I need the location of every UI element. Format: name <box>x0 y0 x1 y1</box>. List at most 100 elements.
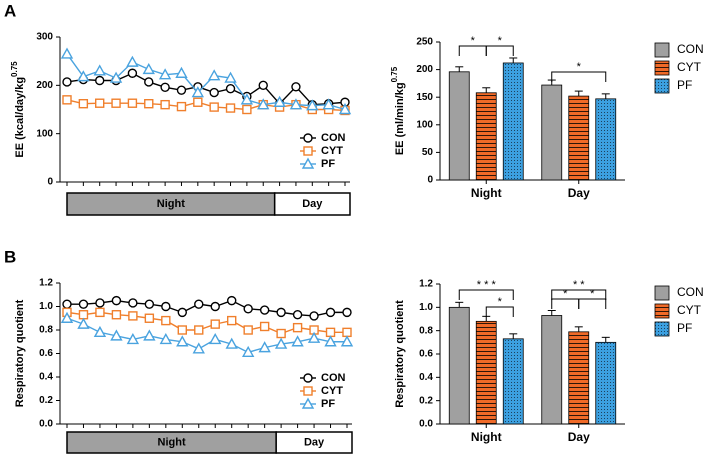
legend-label: CON <box>677 285 704 299</box>
marker <box>78 299 89 309</box>
marker <box>242 104 252 115</box>
marker <box>160 99 170 110</box>
y-tick-label: 0.2 <box>39 395 53 406</box>
y-axis-label: Respiratory quotient <box>14 299 26 407</box>
bar <box>541 315 563 425</box>
legend-swatch <box>654 321 670 337</box>
day-box <box>275 431 353 454</box>
y-tick-label: 150 <box>416 92 433 103</box>
marker <box>240 93 254 105</box>
marker <box>175 66 188 78</box>
marker <box>193 97 203 107</box>
x-tick-label: Day <box>568 430 590 444</box>
marker <box>161 315 171 326</box>
marker <box>259 305 270 315</box>
legend-label: CYT <box>677 303 702 317</box>
sig-label: * * * <box>477 279 497 291</box>
marker <box>177 307 187 318</box>
bar <box>595 98 617 181</box>
marker <box>95 298 105 308</box>
marker <box>158 68 172 80</box>
marker <box>159 332 173 345</box>
marker <box>301 397 315 409</box>
marker <box>143 329 156 341</box>
sig-bracket <box>551 71 607 82</box>
legend-swatch <box>654 303 670 319</box>
marker <box>207 69 221 81</box>
bar <box>502 62 524 181</box>
marker <box>142 62 155 75</box>
marker <box>109 71 123 83</box>
marker <box>62 77 72 87</box>
legend-label: PF <box>321 158 335 170</box>
sig-label: * <box>563 288 568 300</box>
marker <box>161 301 171 312</box>
y-tick-label: 0.6 <box>39 348 53 359</box>
legend-label: CON <box>321 372 346 384</box>
marker <box>209 102 219 112</box>
marker <box>243 325 253 335</box>
y-tick-label: 1.2 <box>419 279 433 290</box>
marker <box>303 373 313 383</box>
legend-label: CON <box>677 42 704 56</box>
marker <box>144 98 154 109</box>
marker <box>192 342 205 354</box>
y-tick-label: 0.2 <box>419 395 433 406</box>
sig-label: * <box>577 61 582 73</box>
marker <box>225 103 236 113</box>
marker <box>110 329 123 341</box>
bar <box>448 306 470 425</box>
y-tick-label: 100 <box>36 128 53 139</box>
y-label-sup: 0.75 <box>390 66 399 82</box>
marker <box>209 332 222 345</box>
marker <box>126 332 140 345</box>
y-tick-label: 200 <box>36 80 53 91</box>
marker <box>225 337 238 349</box>
legend-label: CYT <box>321 145 343 157</box>
y-tick-label: 0 <box>427 175 433 186</box>
y-tick-label: 300 <box>36 32 53 43</box>
legend-swatch <box>654 78 670 94</box>
marker <box>306 99 319 111</box>
y-label-main: EE (ml/min/kg <box>394 82 406 155</box>
marker <box>225 84 236 94</box>
marker <box>144 299 155 309</box>
marker <box>77 317 90 329</box>
marker <box>289 98 303 110</box>
sig-bracket <box>458 45 487 56</box>
y-label-sup: 0.75 <box>10 61 19 77</box>
marker <box>210 301 220 312</box>
y-axis-label: EE (ml/min/kg0.75 <box>390 66 406 155</box>
series-line <box>66 53 346 111</box>
marker <box>176 335 189 347</box>
y-label-main: EE (kcal/day/kg <box>14 77 26 158</box>
marker <box>78 310 89 320</box>
marker <box>227 295 237 306</box>
marker <box>144 313 155 323</box>
bar <box>568 95 590 181</box>
sig-bracket <box>551 298 580 309</box>
sig-label: * <box>471 35 476 47</box>
marker <box>160 82 170 92</box>
bar <box>448 71 470 181</box>
marker <box>227 315 237 326</box>
y-tick-label: 0 <box>47 177 53 188</box>
sig-bracket <box>458 289 514 300</box>
y-tick-label: 50 <box>422 147 434 158</box>
period-label: Day <box>304 436 325 448</box>
period-label: Night <box>158 436 186 448</box>
legend-label: CON <box>321 132 346 144</box>
marker <box>95 307 105 318</box>
marker <box>342 307 352 318</box>
marker <box>127 98 138 108</box>
marker <box>307 331 321 343</box>
marker <box>301 157 315 169</box>
marker <box>325 307 336 318</box>
sig-bracket <box>485 45 514 56</box>
marker <box>243 304 253 314</box>
marker <box>257 98 270 110</box>
series-line <box>66 317 347 354</box>
sig-label: * <box>590 288 595 300</box>
marker <box>273 95 286 107</box>
marker <box>309 311 319 321</box>
